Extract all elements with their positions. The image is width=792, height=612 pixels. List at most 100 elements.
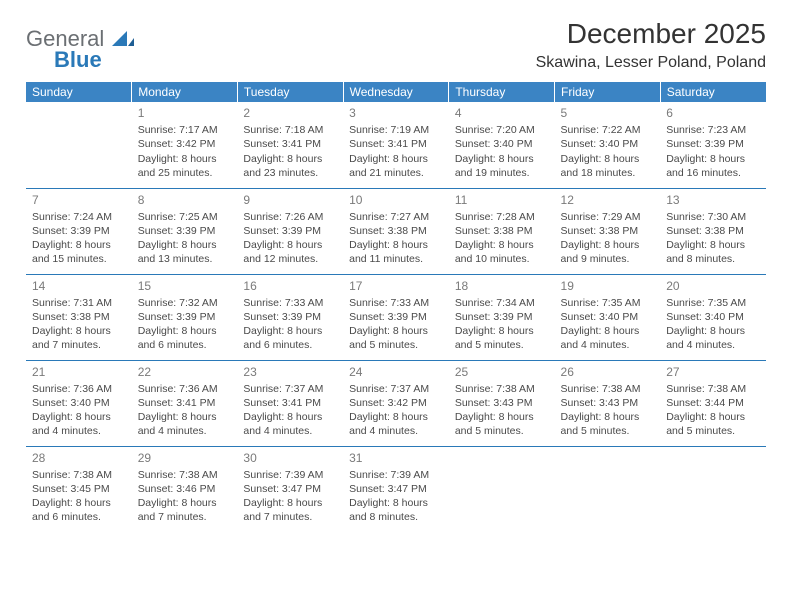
day-cell: 2Sunrise: 7:18 AMSunset: 3:41 PMDaylight… [237,102,343,188]
sunset-line: Sunset: 3:41 PM [138,396,232,410]
day-cell: 12Sunrise: 7:29 AMSunset: 3:38 PMDayligh… [555,188,661,274]
day-number: 1 [138,105,232,121]
sunrise-line: Sunrise: 7:34 AM [455,296,549,310]
daylight-line: Daylight: 8 hours and 18 minutes. [561,152,655,180]
day-cell: 23Sunrise: 7:37 AMSunset: 3:41 PMDayligh… [237,360,343,446]
sunrise-line: Sunrise: 7:26 AM [243,210,337,224]
week-row: 7 Sunrise: 7:24 AM Sunset: 3:39 PM Daylight… [26,188,766,274]
sunrise-line: Sunrise: 7:37 AM [243,382,337,396]
sunset-line: Sunset: 3:39 PM [243,310,337,324]
day-header: Thursday [449,82,555,102]
day-cell: 15Sunrise: 7:32 AMSunset: 3:39 PMDayligh… [132,274,238,360]
day-number: 15 [138,278,232,294]
day-cell: 13Sunrise: 7:30 AMSunset: 3:38 PMDayligh… [660,188,766,274]
day-number: 8 [138,192,232,208]
day-header: Wednesday [343,82,449,102]
sunset-line: Sunset: 3:38 PM [455,224,549,238]
day-cell: 19Sunrise: 7:35 AMSunset: 3:40 PMDayligh… [555,274,661,360]
daylight-line: Daylight: 8 hours and 15 minutes. [32,238,126,266]
month-title: December 2025 [536,18,766,50]
logo-sail-icon [112,28,134,51]
daylight-line: Daylight: 8 hours and 5 minutes. [455,410,549,438]
sunrise-line: Sunrise: 7:17 AM [138,123,232,137]
sunset-line: Sunset: 3:39 PM [138,224,232,238]
daylight-line: Daylight: 8 hours and 4 minutes. [666,324,760,352]
day-cell: 30Sunrise: 7:39 AMSunset: 3:47 PMDayligh… [237,446,343,532]
day-number: 7 [32,192,126,208]
daylight-line: Daylight: 8 hours and 4 minutes. [243,410,337,438]
brand-logo: General Blue [26,18,134,71]
sunset-line: Sunset: 3:40 PM [561,137,655,151]
sunrise-line: Sunrise: 7:39 AM [243,468,337,482]
day-number: 19 [561,278,655,294]
day-number: 28 [32,450,126,466]
daylight-line: Daylight: 8 hours and 4 minutes. [561,324,655,352]
sunset-line: Sunset: 3:42 PM [138,137,232,151]
sunrise-line: Sunrise: 7:22 AM [561,123,655,137]
day-cell: 10Sunrise: 7:27 AMSunset: 3:38 PMDayligh… [343,188,449,274]
sunrise-line: Sunrise: 7:37 AM [349,382,443,396]
day-cell: 29Sunrise: 7:38 AMSunset: 3:46 PMDayligh… [132,446,238,532]
day-number: 20 [666,278,760,294]
sunrise-line: Sunrise: 7:36 AM [138,382,232,396]
daylight-line: Daylight: 8 hours and 6 minutes. [32,496,126,524]
daylight-line: Daylight: 8 hours and 10 minutes. [455,238,549,266]
sunset-line: Sunset: 3:40 PM [666,310,760,324]
calendar-body: 1Sunrise: 7:17 AMSunset: 3:42 PMDaylight… [26,102,766,532]
sunset-line: Sunset: 3:38 PM [561,224,655,238]
daylight-line: Daylight: 8 hours and 23 minutes. [243,152,337,180]
daylight-line: Daylight: 8 hours and 25 minutes. [138,152,232,180]
sunrise-line: Sunrise: 7:30 AM [666,210,760,224]
daylight-line: Daylight: 8 hours and 4 minutes. [138,410,232,438]
day-cell: 3Sunrise: 7:19 AMSunset: 3:41 PMDaylight… [343,102,449,188]
empty-cell [660,446,766,532]
day-number: 18 [455,278,549,294]
empty-cell [449,446,555,532]
sunset-line: Sunset: 3:46 PM [138,482,232,496]
day-header: Saturday [660,82,766,102]
day-number: 4 [455,105,549,121]
day-number: 17 [349,278,443,294]
day-cell: 18Sunrise: 7:34 AMSunset: 3:39 PMDayligh… [449,274,555,360]
sunrise-line: Sunrise: 7:38 AM [561,382,655,396]
daylight-line: Daylight: 8 hours and 12 minutes. [243,238,337,266]
day-number: 3 [349,105,443,121]
day-cell: 1 Sunrise: 7:17 AMSunset: 3:42 PMDaylight… [132,102,238,188]
sunset-line: Sunset: 3:41 PM [243,396,337,410]
day-number: 27 [666,364,760,380]
day-cell: 31Sunrise: 7:39 AMSunset: 3:47 PMDayligh… [343,446,449,532]
sunrise-line: Sunrise: 7:38 AM [455,382,549,396]
calendar-table: SundayMondayTuesdayWednesdayThursdayFrid… [26,82,766,532]
sunrise-line: Sunrise: 7:18 AM [243,123,337,137]
sunset-line: Sunset: 3:43 PM [455,396,549,410]
sunrise-line: Sunrise: 7:19 AM [349,123,443,137]
sunrise-line: Sunrise: 7:35 AM [561,296,655,310]
sunset-line: Sunset: 3:43 PM [561,396,655,410]
sunset-line: Sunset: 3:44 PM [666,396,760,410]
week-row: 21Sunrise: 7:36 AMSunset: 3:40 PMDayligh… [26,360,766,446]
daylight-line: Daylight: 8 hours and 7 minutes. [243,496,337,524]
sunset-line: Sunset: 3:38 PM [349,224,443,238]
day-number: 31 [349,450,443,466]
daylight-line: Daylight: 8 hours and 11 minutes. [349,238,443,266]
sunrise-line: Sunrise: 7:24 AM [32,210,126,224]
daylight-line: Daylight: 8 hours and 21 minutes. [349,152,443,180]
logo-word-2: Blue [54,49,134,71]
sunrise-line: Sunrise: 7:33 AM [243,296,337,310]
daylight-line: Daylight: 8 hours and 19 minutes. [455,152,549,180]
daylight-line: Daylight: 8 hours and 4 minutes. [349,410,443,438]
sunset-line: Sunset: 3:42 PM [349,396,443,410]
sunset-line: Sunset: 3:38 PM [32,310,126,324]
empty-cell [555,446,661,532]
day-header: Tuesday [237,82,343,102]
day-number: 16 [243,278,337,294]
day-header: Monday [132,82,238,102]
day-number: 30 [243,450,337,466]
day-cell: 27Sunrise: 7:38 AMSunset: 3:44 PMDayligh… [660,360,766,446]
week-row: 1Sunrise: 7:17 AMSunset: 3:42 PMDaylight… [26,102,766,188]
week-row: 28Sunrise: 7:38 AMSunset: 3:45 PMDayligh… [26,446,766,532]
day-number: 5 [561,105,655,121]
daylight-line: Daylight: 8 hours and 8 minutes. [666,238,760,266]
day-cell: 21Sunrise: 7:36 AMSunset: 3:40 PMDayligh… [26,360,132,446]
day-number: 29 [138,450,232,466]
